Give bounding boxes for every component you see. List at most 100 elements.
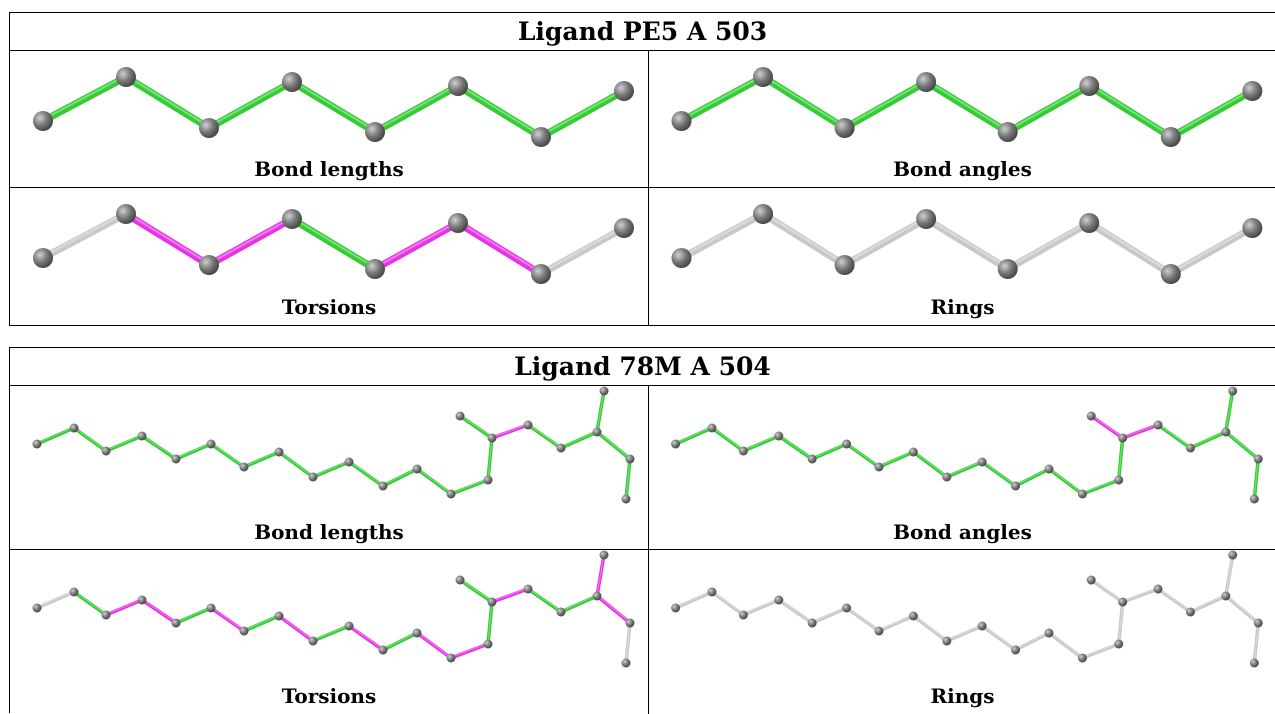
torsions-cell: Torsions (10, 550, 648, 714)
bond-highlight (1169, 88, 1254, 137)
atom (239, 462, 249, 472)
bond-highlight (1118, 600, 1124, 644)
atom (32, 603, 42, 613)
bond-highlight (1090, 578, 1124, 602)
bond-highlight (36, 426, 75, 444)
bond-highlight (105, 434, 143, 451)
atom (874, 462, 884, 472)
bond-highlight (278, 450, 314, 477)
bond (922, 78, 1012, 136)
bond-angles-cell: Bond angles (649, 386, 1275, 549)
atom (531, 127, 551, 147)
caption-bond-lengths: Bond lengths (254, 157, 404, 181)
bond (174, 606, 213, 625)
atom (977, 621, 987, 631)
bond (559, 430, 599, 450)
bond-highlight (456, 83, 543, 137)
atom (671, 111, 692, 131)
atom (412, 628, 422, 638)
atom (1079, 76, 1100, 96)
bond-highlight (946, 624, 983, 641)
atom (1221, 591, 1231, 601)
atom (412, 464, 422, 474)
bond-highlight (811, 606, 848, 623)
bond-highlight (175, 606, 212, 623)
bond (1120, 423, 1160, 440)
atom (1114, 475, 1124, 485)
atom (282, 209, 302, 229)
molecule-diagram (671, 67, 1263, 147)
bond-highlight (625, 457, 631, 499)
atom (344, 457, 354, 467)
bond-highlight (243, 614, 280, 631)
atom (671, 439, 681, 449)
bond-highlight (450, 478, 489, 494)
bond (209, 442, 246, 469)
bond (311, 624, 351, 643)
atom (523, 420, 533, 430)
bond (347, 460, 385, 488)
bond-highlight (1088, 83, 1172, 137)
bond-highlight (539, 225, 626, 274)
bond (945, 460, 984, 479)
atom (446, 653, 456, 663)
bond (710, 590, 746, 617)
bond-highlight (1048, 467, 1083, 494)
atom (908, 611, 918, 621)
bond (1224, 430, 1260, 461)
bond-highlight (210, 606, 245, 631)
bond (1080, 642, 1121, 660)
molecule-diagram (671, 550, 1263, 668)
atom (556, 607, 566, 617)
bond-highlight (778, 598, 813, 623)
bond-highlight (711, 426, 744, 451)
bond (347, 624, 385, 652)
bond-highlight (290, 216, 377, 269)
bond-highlight (675, 590, 713, 608)
bond-highlight (1225, 553, 1234, 596)
bond (1047, 631, 1085, 660)
bond (777, 598, 814, 625)
atom (101, 610, 111, 620)
bond-highlight (1225, 594, 1259, 623)
bond (844, 442, 881, 469)
bond-highlight (878, 614, 914, 631)
atom (308, 472, 318, 482)
bond-highlight (1006, 83, 1091, 132)
bond (288, 78, 379, 136)
bond (490, 587, 530, 604)
atom (874, 626, 884, 636)
bond (595, 594, 632, 625)
bond-highlight (912, 614, 948, 641)
atom (448, 76, 468, 96)
atom (171, 454, 181, 464)
bond (1004, 82, 1093, 136)
atom (621, 494, 631, 504)
atom (483, 639, 493, 649)
molecule-diagram (671, 204, 1263, 284)
bond-highlight (124, 74, 211, 128)
bond-highlight (41, 211, 128, 258)
atom (116, 204, 136, 224)
atom (707, 423, 717, 433)
bond (841, 215, 930, 269)
atom (137, 595, 147, 605)
atom (239, 626, 249, 636)
atom (592, 591, 602, 601)
bond (415, 467, 453, 496)
atom (599, 550, 609, 560)
atom (308, 636, 318, 646)
atom (738, 446, 748, 456)
bond-highlight (312, 460, 350, 477)
bond-highlight (491, 423, 529, 438)
atom (206, 603, 216, 613)
bond-highlight (946, 460, 983, 477)
bond (371, 219, 462, 273)
bond-highlight (1225, 389, 1234, 432)
bond (140, 434, 178, 461)
bond (624, 621, 632, 665)
bond-highlight (141, 434, 177, 459)
bond-highlight (1157, 587, 1191, 612)
atom (977, 457, 987, 467)
bond (454, 82, 545, 141)
